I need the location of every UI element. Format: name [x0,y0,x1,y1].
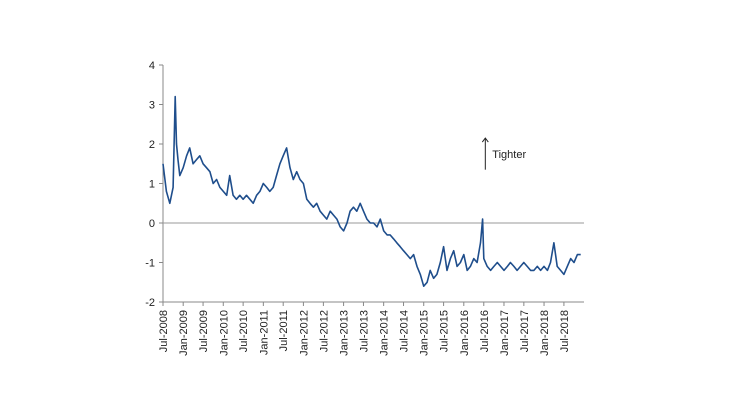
x-tick-label: Jan-2010 [218,310,230,356]
y-tick-label: 2 [149,139,155,151]
x-tick-label: Jul-2008 [158,310,170,352]
y-tick-label: 1 [149,179,155,191]
x-tick-label: Jul-2015 [439,310,451,352]
x-tick-label: Jul-2012 [318,310,330,352]
x-tick-label: Jan-2015 [419,310,431,356]
y-tick-label: 0 [149,218,155,230]
x-tick-label: Jul-2010 [238,310,250,352]
x-tick-label: Jan-2018 [539,310,551,356]
x-tick-label: Jul-2018 [559,310,571,352]
y-tick-label: -1 [145,258,155,270]
x-tick-label: Jul-2016 [479,310,491,352]
x-tick-label: Jan-2013 [339,310,351,356]
x-axis: Jul-2008 Jan-2009 Jul-2009 Jan-2010 Jul-2010… [158,222,584,356]
x-tick-label: Jan-2014 [379,310,391,356]
x-tick-label: Jan-2017 [499,310,511,356]
series-group [162,95,581,287]
x-tick-label: Jul-2013 [358,310,370,352]
x-tick-label: Jan-2016 [459,310,471,356]
x-tick-label: Jan-2009 [178,310,190,356]
x-tick-label: Jul-2009 [198,310,210,352]
x-tick-label: Jan-2011 [258,310,270,355]
x-tick-label: Jul-2011 [278,310,290,351]
annotation: Tighter [481,137,526,170]
arrow-head [481,137,489,143]
x-tick-label: Jul-2014 [399,310,411,352]
x-tick-label: Jul-2017 [519,310,531,352]
y-tick-label: -2 [145,297,155,309]
y-axis: 4 3 2 1 0 -1 -2 [145,60,164,309]
annotation-label: Tighter [492,149,526,161]
series-line [162,95,581,287]
y-tick-label: 4 [149,60,155,72]
y-tick-label: 3 [149,100,155,112]
x-tick-label: Jan-2012 [298,310,310,356]
